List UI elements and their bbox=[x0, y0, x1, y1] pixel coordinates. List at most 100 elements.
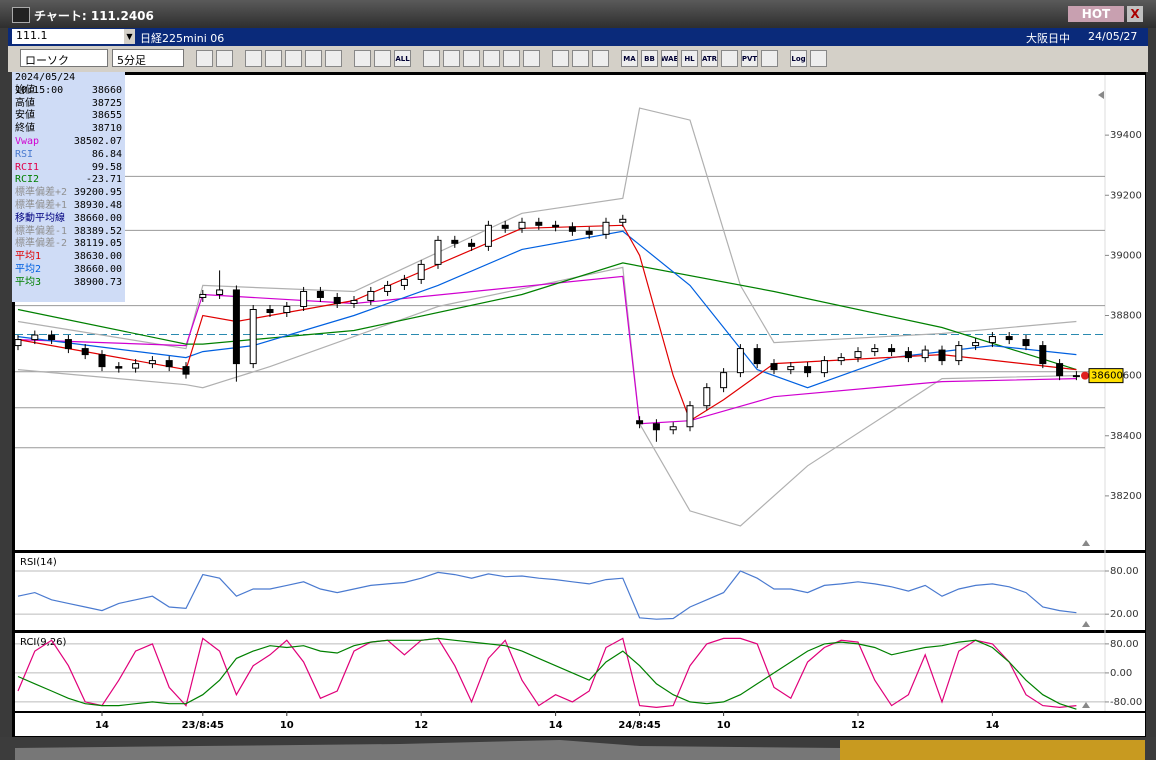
info-value: 38660.00 bbox=[73, 263, 122, 275]
toolbar-text-icon[interactable]: PVT bbox=[741, 50, 758, 67]
info-label: RCI1 bbox=[15, 161, 40, 173]
toolbar-text-icon[interactable]: WAE bbox=[661, 50, 678, 67]
toolbar-icon[interactable] bbox=[572, 50, 589, 67]
candle-body bbox=[216, 289, 224, 295]
info-label: Vwap bbox=[15, 135, 40, 147]
candle-body bbox=[417, 263, 425, 280]
candle-body bbox=[602, 221, 610, 235]
last-price-box bbox=[1088, 368, 1124, 384]
toolbar-icon[interactable] bbox=[245, 50, 262, 67]
candle-body bbox=[770, 363, 778, 371]
close-button[interactable]: X bbox=[1127, 6, 1143, 22]
toolbar-icon[interactable] bbox=[354, 50, 371, 67]
info-value: 38900.73 bbox=[73, 276, 122, 288]
info-value: 86.84 bbox=[91, 148, 122, 160]
candle-body bbox=[619, 218, 627, 223]
toolbar-icon[interactable] bbox=[761, 50, 778, 67]
candle-body bbox=[1056, 363, 1064, 377]
chart-kind-select[interactable]: ローソク bbox=[20, 49, 108, 67]
candle-body bbox=[367, 290, 375, 301]
info-row: RCI2 -23.71 bbox=[12, 174, 125, 187]
overlay-line bbox=[17, 224, 1077, 422]
info-value: 38660 bbox=[91, 84, 122, 96]
toolbar-text-icon[interactable]: Log bbox=[790, 50, 807, 67]
toolbar-icon[interactable] bbox=[196, 50, 213, 67]
toolbar-icon[interactable] bbox=[325, 50, 342, 67]
toolbar-icon[interactable] bbox=[503, 50, 520, 67]
candle-body bbox=[249, 308, 257, 365]
panel-background bbox=[15, 75, 1145, 550]
candle-body bbox=[316, 290, 324, 298]
info-label: 平均1 bbox=[15, 251, 42, 263]
toolbar-text-icon[interactable]: MA bbox=[621, 50, 638, 67]
candle-body bbox=[115, 366, 123, 369]
toolbar-text-icon[interactable]: BB bbox=[641, 50, 658, 67]
info-label: 終値 bbox=[15, 123, 35, 135]
candle-body bbox=[652, 423, 660, 431]
candle-body bbox=[585, 230, 593, 235]
candle-body bbox=[48, 334, 56, 341]
info-value: 38502.07 bbox=[73, 135, 122, 147]
toolbar: ローソク 5分足 ALL MA BB WAE HL ATR PVT Log bbox=[8, 46, 1148, 72]
info-value: 38725 bbox=[91, 97, 122, 109]
candle-body bbox=[384, 284, 392, 292]
toolbar-icon[interactable] bbox=[810, 50, 827, 67]
info-row: 終値 38710 bbox=[12, 123, 125, 136]
toolbar-text-icon[interactable]: ATR bbox=[701, 50, 718, 67]
info-label: 安値 bbox=[15, 110, 35, 122]
overlay-line bbox=[17, 275, 1077, 425]
toolbar-icon[interactable] bbox=[305, 50, 322, 67]
overlay-line bbox=[17, 230, 1077, 389]
x-tick-label: 23/8:45 bbox=[182, 720, 224, 731]
y-tick-label: 38600 bbox=[1110, 371, 1142, 382]
overlay-line bbox=[17, 262, 1077, 371]
window-title: チャート: 111.2406 bbox=[34, 9, 154, 23]
info-value: 38710 bbox=[91, 123, 122, 135]
candle-body bbox=[518, 221, 526, 229]
toolbar-icon[interactable] bbox=[721, 50, 738, 67]
instrument-bar: 111.1 ▼ 日経225mini 06 大阪日中 24/05/27 bbox=[8, 28, 1148, 46]
candle-body bbox=[333, 296, 341, 304]
y-tick-label: 38400 bbox=[1110, 431, 1142, 442]
toolbar-text-icon[interactable]: HL bbox=[681, 50, 698, 67]
scrollbar-overview bbox=[15, 740, 840, 760]
indicator-line bbox=[17, 637, 1077, 709]
toolbar-icon[interactable] bbox=[483, 50, 500, 67]
toolbar-icon[interactable] bbox=[552, 50, 569, 67]
candle-body bbox=[921, 349, 929, 359]
info-row: 始値 38660 bbox=[12, 85, 125, 98]
candle-body bbox=[300, 290, 308, 307]
candle-body bbox=[350, 299, 358, 304]
toolbar-icon[interactable] bbox=[285, 50, 302, 67]
candle-body bbox=[14, 339, 22, 347]
info-label: 平均2 bbox=[15, 263, 42, 275]
info-label: 標準偏差-1 bbox=[15, 225, 68, 237]
code-input[interactable]: 111.1 bbox=[12, 29, 124, 44]
code-dropdown[interactable]: ▼ bbox=[124, 29, 135, 44]
toolbar-text-icon[interactable]: ALL bbox=[394, 50, 411, 67]
toolbar-icon[interactable] bbox=[216, 50, 233, 67]
toolbar-icon[interactable] bbox=[592, 50, 609, 67]
candle-body bbox=[199, 293, 207, 298]
hot-button[interactable]: HOT bbox=[1068, 6, 1124, 22]
toolbar-icon[interactable] bbox=[423, 50, 440, 67]
candle-body bbox=[434, 239, 442, 265]
y-tick-label: 38800 bbox=[1110, 311, 1142, 322]
toolbar-icon[interactable] bbox=[443, 50, 460, 67]
toolbar-icon[interactable] bbox=[374, 50, 391, 67]
candle-body bbox=[81, 348, 89, 356]
info-row: 平均2 38660.00 bbox=[12, 264, 125, 277]
y-tick-label: 80.00 bbox=[1110, 566, 1139, 577]
candle-body bbox=[232, 289, 240, 365]
candle-body bbox=[904, 351, 912, 359]
info-label: 始値 bbox=[15, 84, 35, 96]
toolbar-icon[interactable] bbox=[265, 50, 282, 67]
candle-body bbox=[283, 305, 291, 313]
toolbar-icon[interactable] bbox=[523, 50, 540, 67]
candle-body bbox=[98, 354, 106, 368]
candle-body bbox=[972, 342, 980, 347]
panel-background bbox=[15, 553, 1145, 630]
toolbar-icon[interactable] bbox=[463, 50, 480, 67]
interval-select[interactable]: 5分足 bbox=[112, 49, 184, 67]
